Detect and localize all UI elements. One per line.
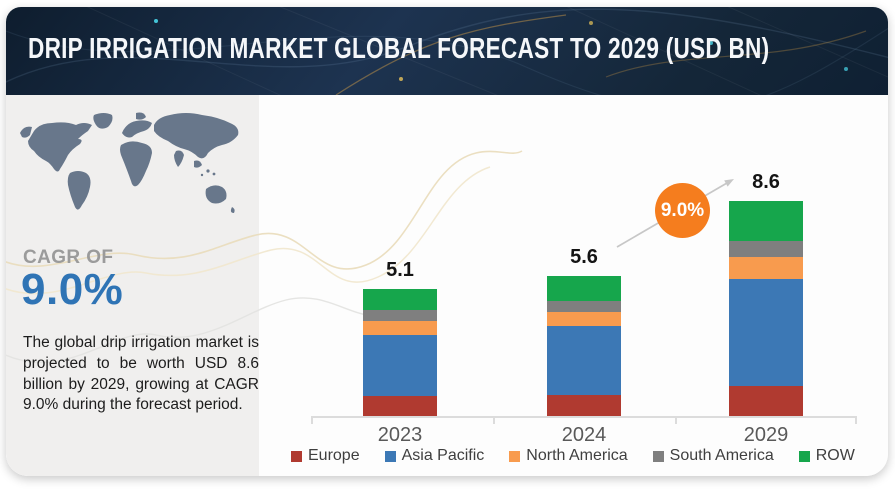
legend-item-south-america: South America	[652, 447, 774, 465]
bar-total-label: 5.1	[386, 258, 414, 281]
legend-label: South America	[669, 447, 774, 464]
bar-segment-row	[547, 276, 621, 301]
legend-swatch-icon	[384, 450, 396, 462]
bar-segment-asia-pacific	[547, 326, 621, 395]
stacked-bar-2024	[547, 276, 621, 416]
legend-item-north-america: North America	[509, 447, 628, 465]
bar-segment-europe	[729, 386, 803, 416]
stacked-bar-chart: 5.1 2023 5.6 2024 8.6 2029 9.0% Europe Asia Pa…	[6, 95, 888, 476]
bar-segment-north-america	[547, 312, 621, 326]
legend-label: ROW	[815, 447, 855, 464]
legend-label: Asia Pacific	[401, 447, 485, 464]
legend-label: Europe	[308, 447, 360, 464]
x-axis-line	[311, 416, 856, 418]
bar-segment-europe	[363, 396, 437, 416]
x-axis-label-2023: 2023	[377, 424, 423, 446]
header-network-decoration-icon	[6, 7, 888, 95]
bar-segment-row	[729, 201, 803, 241]
bar-segment-north-america	[363, 321, 437, 335]
legend-item-row: ROW	[798, 447, 855, 465]
infographic-body: CAGR OF 9.0% The global drip irrigation …	[6, 95, 888, 476]
bar-segment-asia-pacific	[729, 278, 803, 386]
axis-tick-icon	[493, 416, 495, 424]
axis-tick-icon	[675, 416, 677, 424]
header-banner: DRIP IRRIGATION MARKET GLOBAL FORECAST T…	[6, 7, 888, 95]
infographic-card: DRIP IRRIGATION MARKET GLOBAL FORECAST T…	[6, 7, 888, 476]
legend-swatch-icon	[291, 450, 302, 462]
legend-swatch-icon	[509, 450, 521, 462]
bar-segment-row	[363, 288, 437, 310]
legend-swatch-icon	[798, 450, 810, 462]
bar-segment-europe	[547, 394, 621, 416]
stacked-bar-2029	[729, 201, 803, 416]
legend-swatch-icon	[652, 450, 664, 462]
stacked-bar-2023	[363, 288, 437, 416]
legend-item-asia-pacific: Asia Pacific	[384, 447, 485, 465]
legend-label: North America	[526, 447, 628, 464]
axis-tick-icon	[311, 416, 313, 424]
x-axis-label-2029: 2029	[743, 424, 789, 446]
chart-legend: Europe Asia Pacific North America South Ame…	[291, 447, 855, 465]
bar-total-label: 8.6	[752, 171, 780, 193]
page-title: DRIP IRRIGATION MARKET GLOBAL FORECAST T…	[28, 33, 770, 66]
bar-segment-north-america	[729, 257, 803, 279]
legend-item-europe: Europe	[291, 447, 360, 465]
bar-segment-south-america	[547, 301, 621, 313]
bar-segment-south-america	[363, 309, 437, 321]
bar-segment-asia-pacific	[363, 334, 437, 396]
x-axis-label-2024: 2024	[561, 424, 607, 446]
axis-tick-icon	[855, 416, 857, 424]
cagr-badge: 9.0%	[655, 183, 710, 238]
bar-segment-south-america	[729, 241, 803, 258]
bar-total-label: 5.6	[570, 246, 598, 268]
